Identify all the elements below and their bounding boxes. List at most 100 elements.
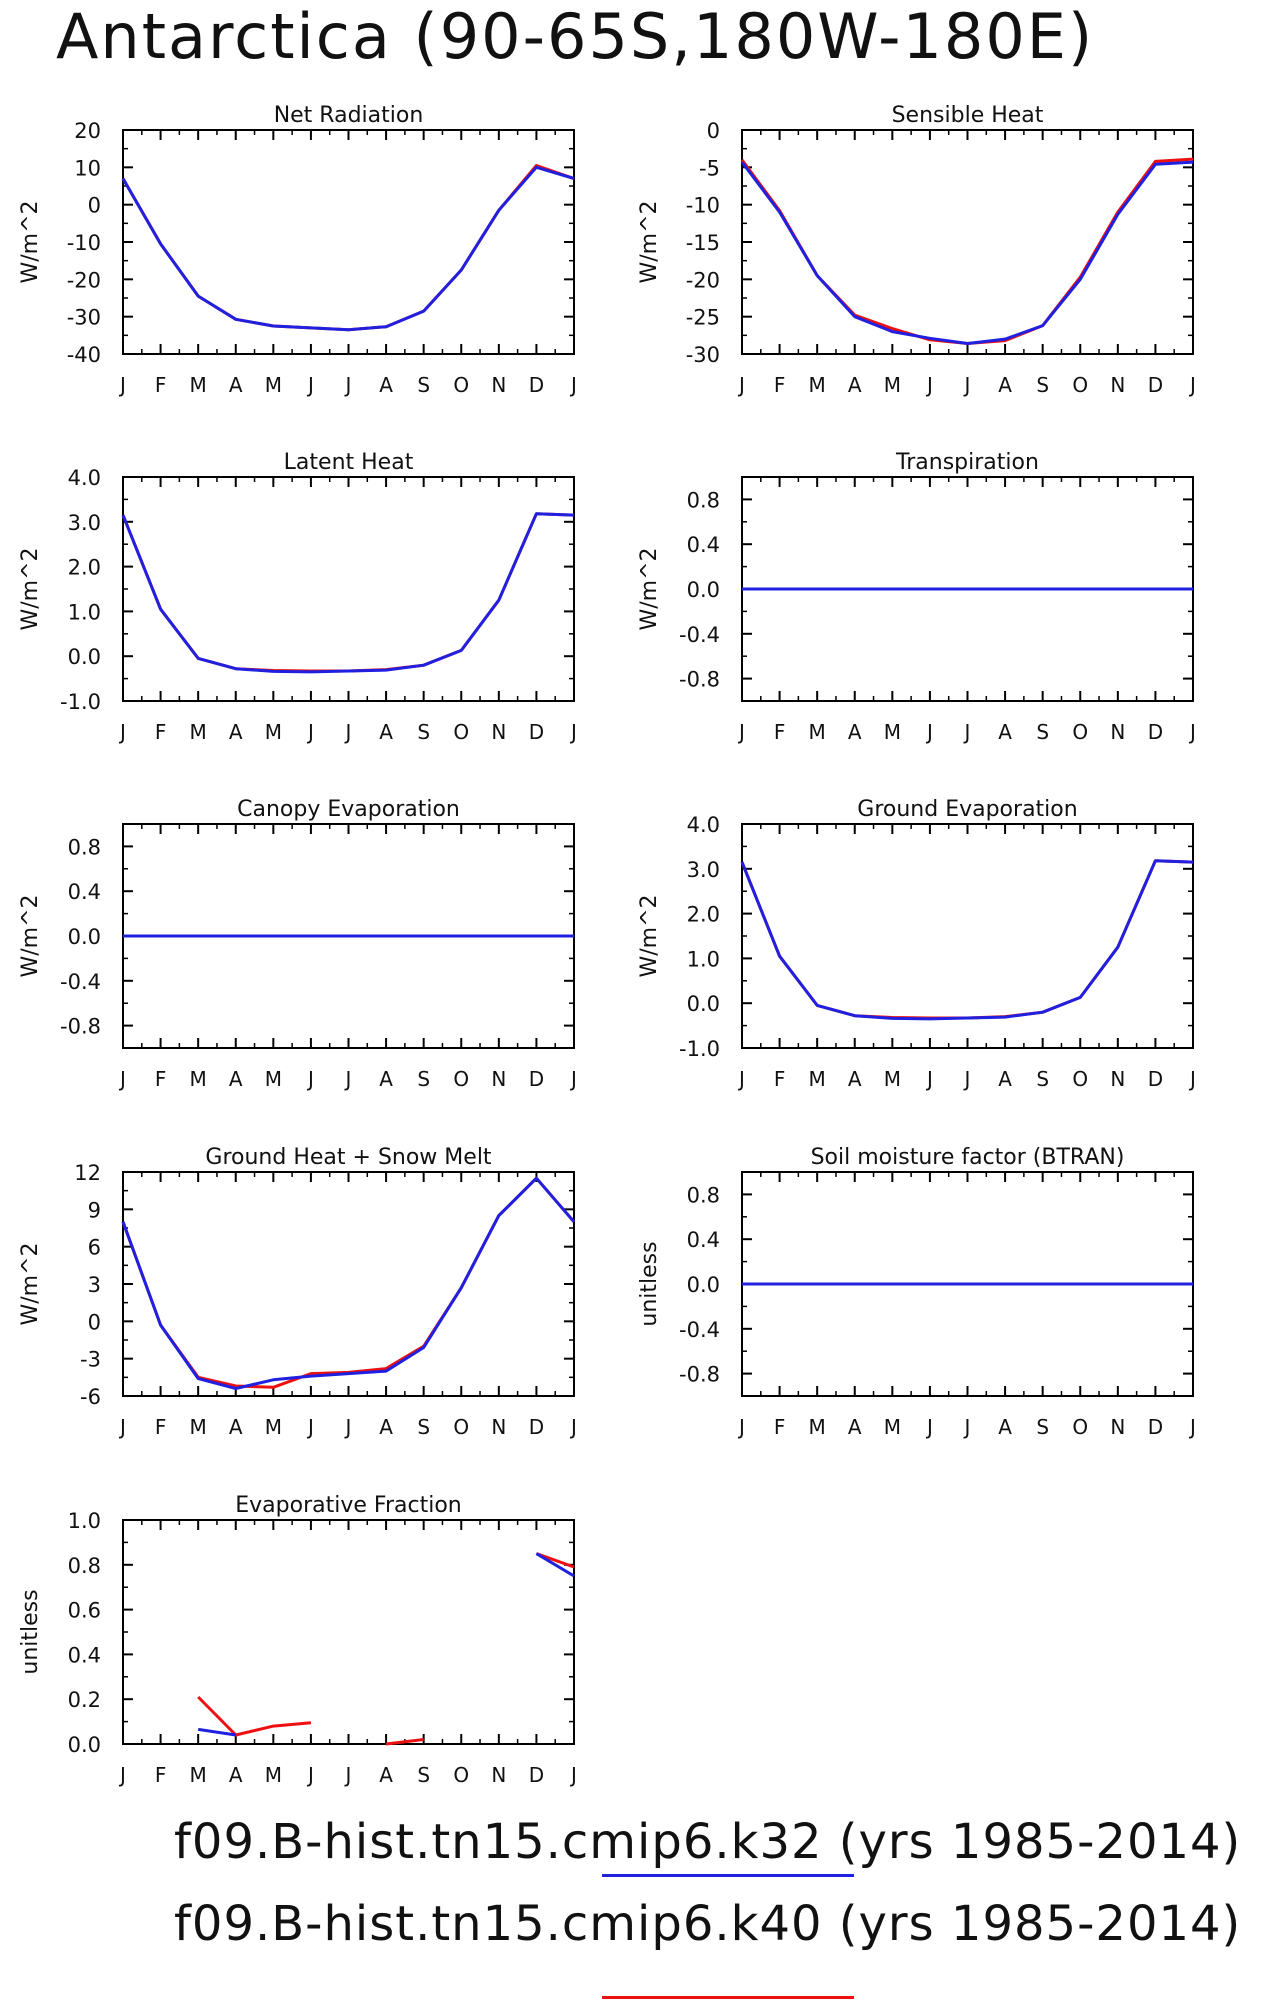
x-tick-label: J [1188, 373, 1196, 397]
x-tick-label: A [998, 1415, 1012, 1439]
series-line [121, 1176, 576, 1390]
x-tick-label: J [306, 720, 314, 744]
plot-frame [741, 129, 1194, 355]
x-tick-label: O [453, 1763, 469, 1787]
plot-frame [122, 1519, 575, 1745]
y-tick-label: 0.0 [687, 992, 720, 1016]
x-tick-label: F [155, 1067, 167, 1091]
x-tick-label: J [344, 1763, 352, 1787]
chart-soil-moisture-factor-btran: Soil moisture factor (BTRAN)J F M A M J J A S O N D… [637, 1145, 1196, 1439]
x-tick-label: A [379, 373, 393, 397]
y-tick-label: 0.4 [68, 880, 101, 904]
x-tick-label: J [1188, 1415, 1196, 1439]
x-tick-label: A [998, 1067, 1012, 1091]
y-tick-label: 0.0 [687, 578, 720, 602]
y-axis-label: W/m^2 [18, 200, 43, 283]
x-tick-label: S [1036, 720, 1049, 744]
x-tick-label: F [155, 1763, 167, 1787]
x-tick-label: J [344, 1067, 352, 1091]
x-tick-label: J [737, 373, 745, 397]
chart-title: Ground Heat + Snow Melt [205, 1145, 492, 1170]
x-tick-label: A [379, 1067, 393, 1091]
y-tick-label: -40 [67, 343, 101, 367]
x-tick-label: N [491, 1415, 506, 1439]
x-tick-label: M [190, 1763, 207, 1787]
x-tick-label: N [1110, 1067, 1125, 1091]
x-tick-label: N [491, 373, 506, 397]
legend-swatch-k32 [602, 1874, 854, 1877]
chart-title: Ground Evaporation [857, 797, 1077, 822]
y-tick-label: -0.8 [679, 668, 720, 692]
x-tick-label: S [1036, 1415, 1049, 1439]
plot-frame [122, 476, 575, 702]
series-line [740, 160, 1194, 345]
x-tick-label: F [155, 1415, 167, 1439]
x-tick-label: J [569, 373, 577, 397]
x-tick-label: M [884, 1415, 901, 1439]
y-tick-label: -0.4 [60, 970, 101, 994]
x-tick-label: A [848, 720, 862, 744]
x-tick-label: D [1148, 1067, 1163, 1091]
x-tick-label: O [453, 1415, 469, 1439]
x-tick-label: J [569, 1067, 577, 1091]
y-tick-label: 3.0 [687, 858, 720, 882]
chart-title: Latent Heat [284, 450, 414, 475]
x-tick-label: M [265, 1415, 282, 1439]
y-tick-label: -20 [686, 268, 720, 292]
y-tick-label: 3 [88, 1273, 101, 1297]
x-tick-label: A [848, 1067, 862, 1091]
y-tick-label: 0.8 [687, 488, 720, 512]
plot-frame [122, 129, 575, 355]
y-axis-label: W/m^2 [637, 547, 662, 630]
chart-title: Net Radiation [274, 103, 424, 128]
y-tick-label: -10 [686, 194, 720, 218]
series-line [121, 164, 575, 332]
x-tick-label: J [925, 1415, 933, 1439]
x-tick-label: A [848, 1415, 862, 1439]
legend-entry-k40: f09.B-hist.tn15.cmip6.k40 (yrs 1985-2014… [174, 1896, 1242, 1952]
x-tick-label: J [306, 373, 314, 397]
x-tick-label: M [265, 1763, 282, 1787]
legend-entry-k32: f09.B-hist.tn15.cmip6.k32 (yrs 1985-2014… [174, 1814, 1242, 1870]
x-tick-label: D [529, 720, 544, 744]
y-axis-label: W/m^2 [18, 1242, 43, 1325]
x-tick-label: J [118, 1415, 126, 1439]
y-tick-label: 2.0 [687, 903, 720, 927]
y-tick-label: 10 [74, 156, 101, 180]
x-tick-label: F [774, 1067, 786, 1091]
x-tick-label: A [229, 373, 243, 397]
x-tick-label: N [1110, 373, 1125, 397]
x-tick-label: A [379, 1415, 393, 1439]
x-tick-label: M [884, 373, 901, 397]
x-tick-label: D [1148, 720, 1163, 744]
y-tick-label: 4.0 [68, 466, 101, 490]
x-tick-label: S [417, 720, 430, 744]
series-line [197, 1727, 237, 1737]
x-tick-label: J [118, 720, 126, 744]
x-tick-label: O [1072, 1415, 1088, 1439]
y-tick-label: 0.0 [68, 1733, 101, 1757]
y-axis-label: unitless [637, 1241, 662, 1326]
x-tick-label: J [925, 1067, 933, 1091]
x-tick-label: N [491, 720, 506, 744]
x-tick-label: M [809, 720, 826, 744]
x-tick-label: J [925, 720, 933, 744]
x-tick-label: S [1036, 373, 1049, 397]
y-tick-label: -1.0 [60, 690, 101, 714]
y-tick-label: 1.0 [68, 1509, 101, 1533]
x-tick-label: M [884, 1067, 901, 1091]
x-tick-label: J [118, 373, 126, 397]
y-axis-label: W/m^2 [18, 894, 43, 977]
x-tick-label: F [774, 373, 786, 397]
chart-title: Transpiration [895, 450, 1039, 475]
x-tick-label: A [229, 720, 243, 744]
y-tick-label: 0.4 [687, 533, 720, 557]
x-tick-label: O [453, 720, 469, 744]
y-axis-label: W/m^2 [637, 894, 662, 977]
y-tick-label: -30 [686, 343, 720, 367]
x-tick-label: J [344, 1415, 352, 1439]
